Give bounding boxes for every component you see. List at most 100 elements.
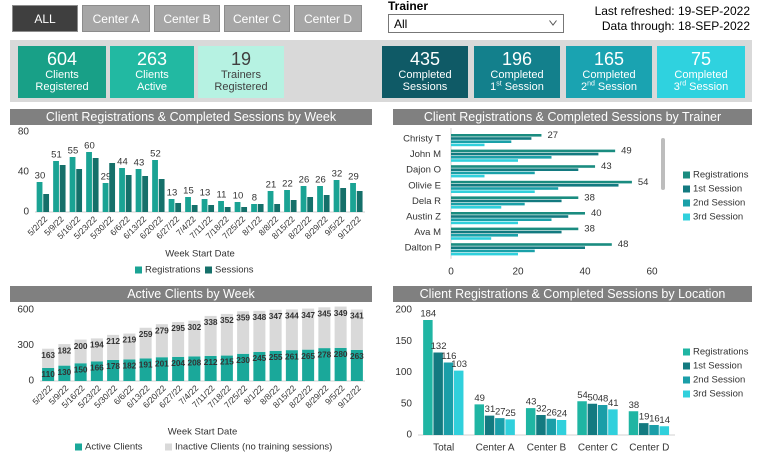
legend-label: 1st Session: [693, 361, 742, 372]
kpi-label: Completed: [490, 69, 544, 81]
bar: [451, 184, 619, 187]
chart-title-bar: [10, 109, 372, 125]
bar: [474, 404, 485, 435]
bar: [451, 230, 562, 234]
data-label: 48: [618, 239, 629, 250]
bar: [453, 370, 464, 435]
bar: [53, 161, 59, 212]
y-tick-label: John M: [410, 149, 441, 160]
y-tick-label: Christy T: [403, 134, 441, 145]
legend-swatch: [683, 362, 690, 370]
data-label: 132: [431, 341, 447, 352]
bar: [659, 426, 670, 435]
bar: [307, 197, 314, 212]
legend-label: 2nd Session: [693, 375, 745, 386]
data-label: 166: [90, 363, 104, 373]
filter-button[interactable]: Center B: [154, 5, 220, 32]
kpi-label-tail: Session: [504, 81, 544, 93]
filter-button[interactable]: ALL: [12, 5, 78, 32]
data-label: 54: [577, 390, 588, 401]
bar: [241, 207, 248, 212]
bar: [423, 320, 433, 435]
data-label: 51: [51, 150, 62, 161]
bar-segment: [90, 361, 103, 381]
bar: [69, 157, 76, 212]
data-label: 40: [591, 208, 602, 219]
data-label: 191: [139, 360, 153, 370]
data-label: 43: [601, 161, 612, 172]
data-label: 219: [122, 335, 136, 345]
kpi-label: Completed: [674, 69, 728, 81]
data-label: 345: [317, 308, 331, 318]
data-label: 22: [282, 179, 293, 190]
kpi-card: 19 Trainers Registered: [198, 46, 284, 98]
y-tick-label: 150: [395, 336, 412, 347]
y-tick-label: 0: [23, 207, 29, 218]
bar: [451, 246, 585, 249]
bar: [234, 202, 241, 212]
x-tick-label: Center B: [527, 443, 567, 454]
kpi-label-tail: Session: [689, 81, 729, 93]
bar: [451, 180, 632, 184]
bar: [451, 152, 599, 156]
bar: [290, 200, 297, 212]
bar: [323, 195, 330, 212]
filter-button[interactable]: Center D: [294, 5, 362, 32]
legend-swatch: [683, 390, 690, 398]
bar: [135, 169, 142, 212]
bar-segment: [188, 320, 201, 357]
data-label: 215: [220, 357, 234, 367]
filter-button[interactable]: Center A: [82, 5, 150, 32]
bar: [495, 418, 505, 435]
legend-swatch: [75, 443, 82, 451]
bar-segment: [334, 306, 347, 348]
bar: [36, 182, 43, 212]
bar-segment: [269, 309, 282, 351]
kpi-ordinal: 1: [490, 81, 497, 93]
chart-title: Active Clients by Week: [127, 287, 255, 301]
data-label: 278: [317, 349, 331, 359]
bar: [451, 156, 552, 159]
bar-segment: [74, 339, 87, 364]
data-label: 14: [659, 415, 670, 426]
bar: [142, 176, 149, 212]
bar: [451, 168, 579, 171]
data-label: 344: [285, 311, 299, 321]
trainer-dropdown[interactable]: All: [388, 14, 564, 33]
bar: [102, 183, 109, 212]
kpi-label: Trainers: [221, 69, 261, 81]
bar: [536, 415, 546, 435]
scrollbar[interactable]: [661, 138, 665, 190]
bar: [451, 199, 562, 203]
x-tick-label: Center A: [476, 443, 515, 454]
legend-label: Registrations: [693, 347, 749, 358]
x-tick-label: 60: [646, 267, 658, 278]
data-label: 182: [57, 345, 71, 355]
bar: [451, 196, 579, 199]
bar: [451, 187, 559, 190]
y-tick-label: Dajon O: [406, 165, 441, 176]
bar: [267, 191, 274, 212]
legend-label: Sessions: [215, 265, 254, 276]
data-label: 280: [334, 349, 348, 359]
bar: [333, 180, 340, 212]
data-label: 347: [269, 311, 283, 321]
data-label: 302: [187, 322, 201, 332]
bar-segment: [58, 344, 71, 366]
chart-title-bar: [393, 109, 752, 125]
bar: [451, 159, 518, 162]
data-label: 230: [236, 355, 250, 365]
filter-button[interactable]: Center C: [224, 5, 290, 32]
data-label: 212: [106, 336, 120, 346]
data-label: 178: [106, 361, 120, 371]
kpi-value: 196: [501, 49, 533, 69]
legend-label: Active Clients: [85, 442, 143, 453]
y-tick-label: 200: [395, 305, 412, 316]
bar: [201, 199, 208, 212]
bar: [451, 149, 616, 153]
bar: [451, 237, 492, 240]
bar-segment: [253, 352, 266, 381]
bar: [451, 215, 569, 218]
bar: [628, 411, 639, 435]
bar-segment: [42, 367, 55, 381]
